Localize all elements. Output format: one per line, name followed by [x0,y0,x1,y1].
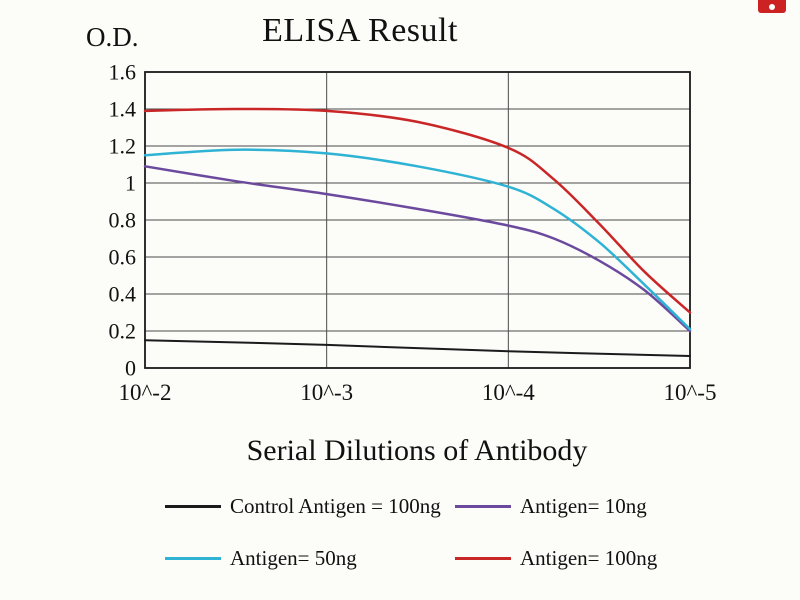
series-line-3 [143,107,692,314]
series-line-0 [144,339,691,357]
y-tick-label: 0 [125,356,136,381]
legend-label-antigen-100ng: Antigen= 100ng [520,546,658,570]
series-line-2 [143,148,692,331]
watermark-dot-icon [769,3,775,10]
y-tick-label: 1.4 [109,97,137,122]
y-tick-label: 1 [125,171,136,196]
legend-item-antigen-100ng: Antigen= 100ng [455,546,680,571]
legend-line-antigen-10ng-icon [455,505,511,508]
y-tick-label: 1.2 [109,134,137,159]
legend-label-control: Control Antigen = 100ng [230,494,441,518]
x-tick-label: 10^-4 [482,380,535,405]
legend-label-antigen-10ng: Antigen= 10ng [520,494,647,518]
legend-label-antigen-50ng: Antigen= 50ng [230,546,357,570]
y-axis-title: O.D. [86,22,139,52]
x-tick-label: 10^-3 [300,380,353,405]
watermark-logo-icon [758,0,786,13]
legend-line-antigen-100ng-icon [455,557,511,560]
x-tick-label: 10^-2 [119,380,172,405]
y-tick-label: 0.4 [109,282,137,307]
legend-item-antigen-50ng: Antigen= 50ng [165,546,455,571]
legend: Control Antigen = 100ng Antigen= 10ng An… [165,494,680,571]
legend-line-control-icon [165,505,221,508]
y-tick-label: 0.8 [109,208,137,233]
x-axis-title: Serial Dilutions of Antibody [246,434,588,467]
y-tick-label: 1.6 [109,60,137,85]
chart-title: ELISA Result [262,12,458,49]
series-line-1 [143,165,692,333]
legend-item-control: Control Antigen = 100ng [165,494,455,519]
legend-item-antigen-10ng: Antigen= 10ng [455,494,680,519]
plot-border [144,71,691,369]
y-tick-label: 0.6 [109,245,137,270]
legend-line-antigen-50ng-icon [165,557,221,560]
x-tick-label: 10^-5 [664,380,717,405]
y-tick-label: 0.2 [109,319,137,344]
